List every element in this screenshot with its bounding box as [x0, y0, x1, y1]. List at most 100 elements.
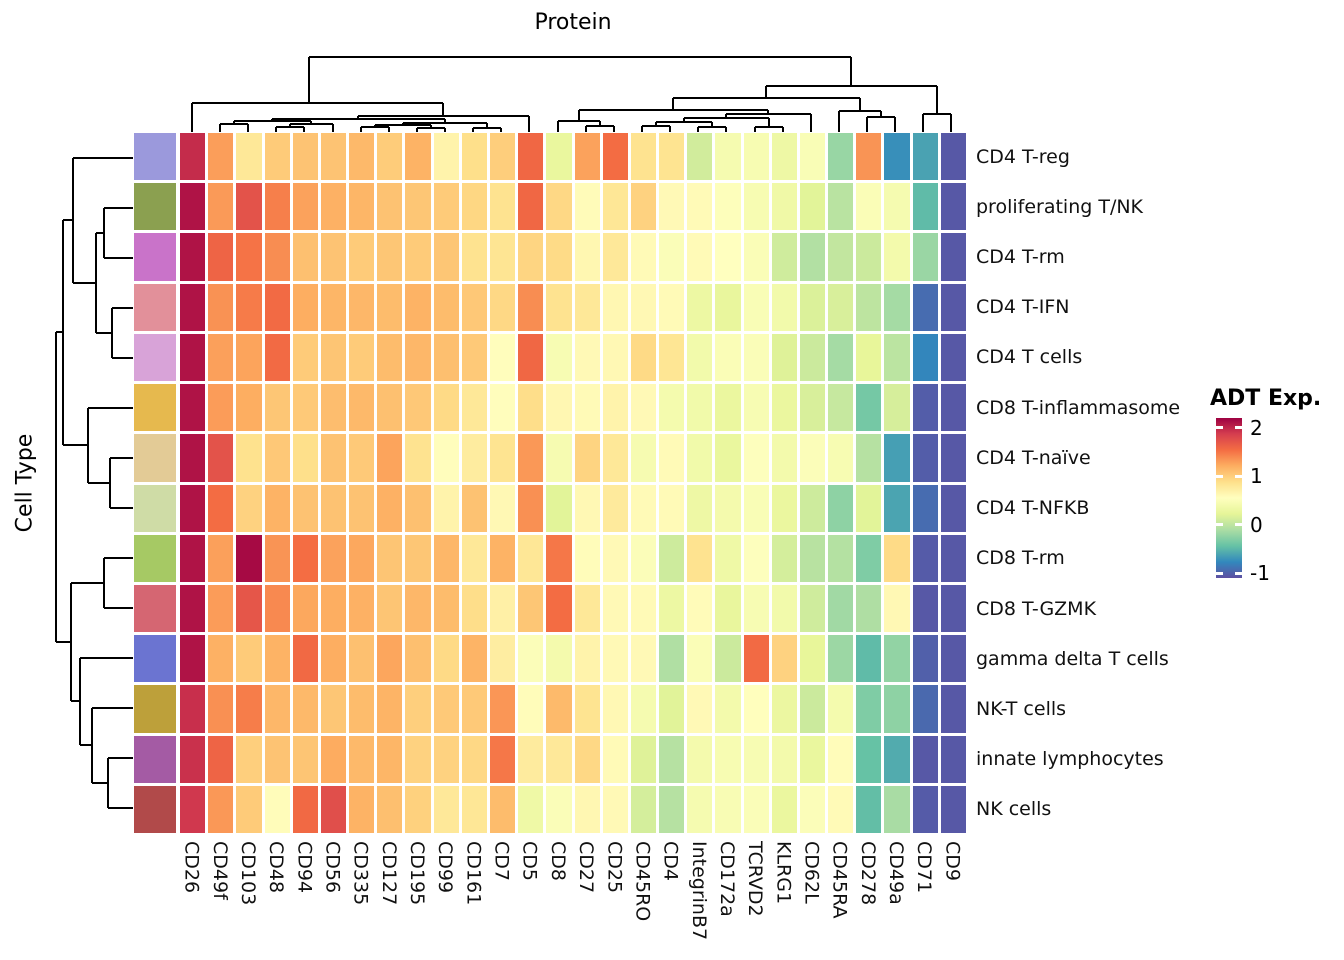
heatmap-cell: [799, 785, 826, 833]
heatmap-cell: [433, 233, 459, 281]
heatmap-cell: [771, 534, 797, 582]
heatmap-cell: [602, 584, 628, 633]
heatmap-cell: [715, 384, 741, 432]
heatmap-cell: [236, 133, 262, 181]
heatmap-cell: [236, 283, 262, 331]
heatmap-cell: [602, 183, 628, 231]
heatmap-cell: [799, 233, 826, 281]
heatmap-cell: [659, 133, 685, 181]
heatmap-cell: [771, 635, 797, 683]
heatmap-cell: [264, 384, 290, 432]
heatmap-cell: [180, 183, 206, 231]
heatmap-cell: [236, 635, 262, 683]
heatmap-cell: [884, 333, 910, 382]
column-label: CD161: [462, 841, 485, 906]
column-label: CD94: [293, 841, 316, 894]
heatmap-cell: [292, 534, 318, 582]
heatmap-cell: [687, 635, 713, 683]
heatmap-cell: [208, 233, 234, 281]
heatmap-cell: [659, 183, 685, 231]
heatmap-cell: [349, 735, 375, 783]
heatmap-cell: [518, 333, 544, 382]
heatmap-cell: [489, 133, 516, 181]
heatmap-cell: [856, 384, 882, 432]
row-label: CD8 T-inflammasome: [976, 396, 1181, 419]
heatmap-cell: [687, 133, 713, 181]
heatmap-cell: [292, 434, 318, 482]
heatmap-cell: [884, 785, 910, 833]
row-annotation-swatch: [134, 233, 176, 281]
heatmap-cell: [602, 785, 628, 833]
heatmap-cell: [320, 434, 347, 482]
heatmap-cell: [405, 434, 431, 482]
heatmap-cell: [377, 484, 403, 532]
heatmap-cell: [236, 434, 262, 482]
heatmap-cell: [743, 183, 769, 231]
heatmap-cell: [687, 384, 713, 432]
heatmap-cell: [377, 183, 403, 231]
heatmap-cell: [518, 735, 544, 783]
cell-type-dendrogram: [55, 157, 133, 809]
column-label: CD278: [856, 841, 879, 906]
heatmap-cell: [405, 183, 431, 231]
column-label: CD49a: [885, 841, 908, 905]
heatmap-cell: [771, 333, 797, 382]
heatmap-cell: [405, 685, 431, 733]
heatmap-cell: [377, 785, 403, 833]
heatmap-cell: [884, 133, 910, 181]
heatmap-cell: [208, 484, 234, 532]
heatmap-cell: [912, 333, 938, 382]
row-annotation-swatch: [134, 484, 176, 532]
heatmap-cell: [743, 584, 769, 633]
heatmap-cell: [208, 133, 234, 181]
heatmap-cell: [433, 434, 459, 482]
heatmap-cell: [320, 384, 347, 432]
heatmap-cell: [349, 484, 375, 532]
heatmap-cell: [546, 283, 572, 331]
heatmap-cell: [912, 785, 938, 833]
plot-title: Protein: [534, 10, 612, 35]
heatmap-cell: [884, 635, 910, 683]
heatmap-cell: [180, 283, 206, 331]
row-label: NK-T cells: [976, 697, 1067, 720]
heatmap-cell: [546, 685, 572, 733]
heatmap-cell: [433, 785, 459, 833]
row-annotation-swatch: [134, 434, 176, 482]
heatmap-cell: [292, 233, 318, 281]
heatmap-cell: [518, 384, 544, 432]
heatmap-cell: [489, 333, 516, 382]
heatmap-cell: [912, 735, 938, 783]
heatmap-cell: [349, 534, 375, 582]
heatmap-cell: [433, 735, 459, 783]
heatmap-cell: [940, 785, 966, 833]
heatmap-cell: [546, 584, 572, 633]
heatmap-cell: [828, 735, 854, 783]
heatmap-cell: [433, 584, 459, 633]
heatmap-cell: [715, 735, 741, 783]
heatmap-cell: [208, 283, 234, 331]
heatmap-cell: [912, 384, 938, 432]
row-label: CD4 T cells: [976, 346, 1083, 369]
heatmap-cell: [828, 233, 854, 281]
heatmap-cell: [180, 534, 206, 582]
heatmap-cell: [433, 484, 459, 532]
heatmap-cell: [405, 534, 431, 582]
heatmap-cell: [884, 283, 910, 331]
heatmap-cell: [743, 233, 769, 281]
heatmap-cell: [940, 434, 966, 482]
heatmap-cell: [236, 333, 262, 382]
heatmap-cell: [630, 635, 657, 683]
heatmap-cell: [715, 333, 741, 382]
heatmap-cell: [405, 384, 431, 432]
heatmap-cell: [912, 534, 938, 582]
heatmap-cell: [884, 685, 910, 733]
heatmap-cell: [433, 635, 459, 683]
heatmap-cell: [518, 283, 544, 331]
heatmap-cell: [856, 685, 882, 733]
heatmap-cell: [884, 233, 910, 281]
heatmap-cell: [433, 685, 459, 733]
row-label: CD8 T-rm: [976, 547, 1065, 570]
heatmap-cell: [236, 534, 262, 582]
heatmap-cell: [208, 785, 234, 833]
heatmap-cell: [574, 183, 600, 231]
